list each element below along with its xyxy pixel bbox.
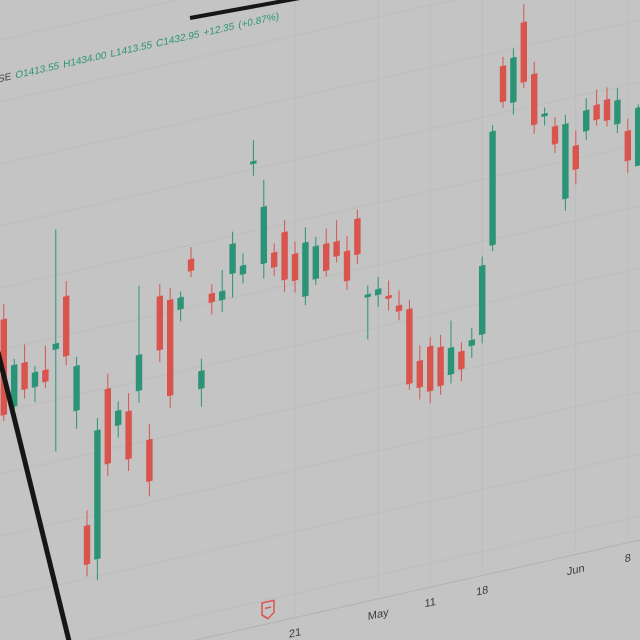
candle-body: [187, 258, 195, 272]
x-tick-label: 18: [476, 584, 488, 599]
x-tick-label: Jun: [567, 562, 585, 578]
candle-body: [437, 346, 444, 387]
candle-body: [541, 112, 548, 118]
x-tick-label: 8: [625, 552, 631, 565]
candle-body: [135, 354, 143, 392]
screen-bezel: [189, 0, 301, 20]
candle-body: [52, 342, 59, 351]
screen-bezel: [0, 351, 72, 640]
candle-body: [167, 298, 174, 397]
grid-line: [0, 6, 640, 167]
grid-line: [0, 440, 640, 601]
candle-body: [562, 123, 569, 200]
candle-body: [479, 264, 486, 336]
candle-body: [11, 364, 18, 408]
candle-body: [104, 388, 111, 465]
candle-body: [510, 56, 517, 104]
candle-body: [614, 99, 621, 125]
candle-body: [94, 429, 101, 560]
candle-body: [312, 245, 320, 280]
candle-body: [395, 304, 403, 312]
candle-body: [31, 371, 39, 388]
candle-body: [624, 130, 631, 162]
grid-line: [0, 378, 640, 539]
candle-body: [115, 409, 122, 427]
candle-body: [271, 251, 278, 269]
candle-body: [198, 369, 205, 390]
candle-body: [260, 205, 268, 265]
candle-body: [63, 295, 70, 357]
grid-line: [0, 0, 640, 43]
x-tick-label: May: [368, 606, 389, 623]
candle-body: [416, 359, 424, 389]
grid-line: [0, 0, 640, 105]
calendar-icon: [261, 599, 275, 620]
candle-body: [499, 65, 507, 103]
candle-body: [364, 293, 372, 298]
candle-body: [323, 242, 330, 272]
candle-body: [635, 106, 640, 167]
grid-line: [0, 254, 640, 415]
candle-body: [447, 346, 455, 376]
candle-body: [468, 339, 476, 347]
candle-body: [302, 241, 309, 298]
grid-line: [0, 502, 640, 640]
candle-body: [83, 524, 91, 566]
candle-body: [551, 125, 559, 145]
candle-body: [156, 295, 164, 351]
candle-body: [343, 250, 351, 282]
candle-body: [593, 104, 600, 121]
candle-body: [385, 294, 392, 300]
candle-body: [291, 252, 299, 282]
candle-body: [125, 410, 132, 460]
candle-body: [42, 369, 49, 383]
candle-body: [603, 98, 611, 122]
x-tick-label: 21: [289, 626, 301, 640]
candle-body: [219, 290, 226, 301]
candle-body: [406, 308, 413, 385]
candle-body: [21, 361, 28, 391]
candle-body: [531, 73, 538, 126]
candle-body: [177, 296, 184, 311]
candle-body: [208, 292, 216, 304]
grid-line: [0, 130, 640, 291]
grid-line: [0, 68, 640, 229]
candle-body: [458, 350, 465, 370]
candle-body: [572, 144, 579, 171]
candle-body: [146, 438, 153, 483]
candle-body: [354, 217, 361, 256]
candle-body: [375, 288, 382, 296]
candle-body: [250, 160, 257, 165]
candle-body: [427, 345, 434, 392]
x-tick-label: 11: [424, 596, 435, 610]
candle-body: [281, 231, 288, 281]
candle-body: [229, 242, 236, 275]
legend-item: SE: [0, 71, 12, 85]
candle-body: [489, 130, 496, 246]
candle-body: [520, 21, 527, 83]
candle-body: [73, 365, 80, 412]
candle-body: [239, 264, 247, 276]
candle-body: [583, 109, 590, 132]
axis-separator: [0, 526, 640, 640]
candle-body: [333, 240, 340, 257]
